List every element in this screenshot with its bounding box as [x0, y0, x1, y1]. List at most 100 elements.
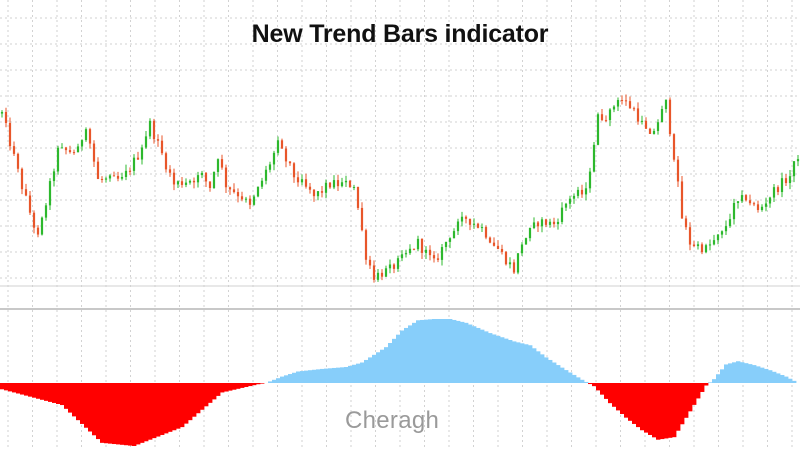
histogram-bar-positive: [760, 367, 765, 383]
candle-body-up: [736, 201, 740, 204]
candle-body-down: [296, 177, 300, 183]
histogram-bar-positive: [488, 333, 493, 383]
histogram-bar-positive: [788, 378, 793, 383]
histogram-bar-negative: [612, 383, 617, 407]
histogram-bar-negative: [260, 383, 265, 384]
candle-body-down: [484, 227, 488, 238]
candle-body-down: [488, 237, 492, 243]
candle-body-down: [136, 157, 140, 160]
histogram-bar-positive: [768, 370, 773, 383]
candle-body-down: [280, 140, 284, 149]
histogram-bar-positive: [504, 338, 509, 383]
histogram-bar-negative: [200, 383, 205, 410]
candle-body-up: [424, 249, 428, 253]
histogram-bar-positive: [552, 362, 557, 383]
candle-body-up: [376, 272, 380, 280]
histogram-bar-negative: [648, 383, 653, 435]
candle-body-up: [80, 140, 84, 147]
candle-body-up: [264, 169, 268, 181]
histogram-bar-positive: [324, 368, 329, 383]
histogram-bar-negative: [48, 383, 53, 402]
histogram-bar-negative: [176, 383, 181, 429]
histogram-bar-positive: [268, 381, 273, 383]
histogram-bar-positive: [528, 345, 533, 383]
histogram-bar-negative: [116, 383, 121, 445]
histogram-bar-positive: [404, 327, 409, 383]
histogram-bar-positive: [428, 319, 433, 383]
histogram-bar-positive: [292, 372, 297, 383]
histogram-bar-negative: [72, 383, 77, 417]
histogram-bar-positive: [288, 374, 293, 383]
candle-body-up: [444, 241, 448, 248]
histogram-bar-positive: [772, 371, 777, 383]
candle-body-up: [404, 253, 408, 255]
histogram-bar-positive: [508, 340, 513, 383]
histogram-bar-positive: [300, 371, 305, 383]
candle-body-up: [524, 238, 528, 245]
candle-body-down: [72, 152, 76, 154]
candle-body-up: [196, 175, 200, 183]
histogram-bar-negative: [112, 383, 117, 445]
histogram-bar-negative: [64, 383, 69, 409]
histogram-bar-negative: [244, 383, 249, 387]
candle-body-down: [464, 216, 468, 219]
candle-body-up: [792, 161, 796, 177]
candle-body-up: [440, 247, 444, 260]
candle-body-down: [348, 180, 352, 188]
histogram-bar-positive: [468, 324, 473, 383]
histogram-bar-positive: [748, 364, 753, 383]
candle-body-up: [344, 180, 348, 183]
histogram-bar-negative: [32, 383, 37, 398]
histogram-bar-positive: [732, 362, 737, 383]
histogram-bar-positive: [348, 365, 353, 383]
candle-body-up: [148, 120, 152, 137]
histogram-bar-negative: [704, 383, 709, 386]
candle-body-up: [408, 248, 412, 254]
histogram-bar-positive: [400, 330, 405, 383]
histogram-bar-positive: [776, 373, 781, 383]
candle-body-down: [192, 180, 196, 183]
candle-body-up: [576, 189, 580, 196]
histogram-bar-negative: [80, 383, 85, 424]
candle-body-up: [728, 219, 732, 227]
histogram-bar-positive: [568, 372, 573, 383]
histogram-bar-positive: [336, 367, 341, 383]
candle-body-down: [392, 264, 396, 269]
candle-body-up: [708, 244, 712, 246]
candle-body-down: [372, 265, 376, 280]
candle-body-up: [56, 147, 60, 172]
candle-body-down: [204, 172, 208, 182]
histogram-bar-negative: [180, 383, 185, 428]
candle-body-up: [272, 152, 276, 165]
histogram-bar-positive: [432, 319, 437, 383]
histogram-bar-positive: [496, 335, 501, 383]
histogram-bar-positive: [728, 363, 733, 383]
histogram-bar-negative: [108, 383, 113, 444]
candle-body-down: [160, 140, 164, 154]
histogram-bar-positive: [332, 367, 337, 383]
histogram-bar-negative: [92, 383, 97, 436]
candle-body-down: [412, 248, 416, 250]
histogram-bar-positive: [560, 367, 565, 383]
candle-body-up: [720, 231, 724, 235]
histogram-bar-positive: [792, 380, 797, 383]
candle-body-up: [528, 228, 532, 239]
histogram-bar-positive: [520, 343, 525, 383]
candle-body-up: [716, 234, 720, 241]
candle-body-down: [288, 161, 292, 164]
candle-body-down: [672, 134, 676, 160]
candle-body-up: [176, 181, 180, 185]
candle-body-up: [108, 175, 112, 179]
histogram-bar-negative: [156, 383, 161, 437]
watermark-logo: Cheragh: [345, 407, 440, 434]
candle-body-up: [724, 226, 728, 232]
histogram-bar-negative: [8, 383, 13, 392]
histogram-bar-negative: [132, 383, 137, 446]
candle-body-down: [380, 272, 384, 277]
histogram-bar-positive: [320, 368, 325, 383]
trend-histogram: [0, 319, 797, 446]
histogram-bar-negative: [208, 383, 213, 403]
histogram-bar-positive: [756, 366, 761, 383]
candle-body-down: [604, 120, 608, 122]
